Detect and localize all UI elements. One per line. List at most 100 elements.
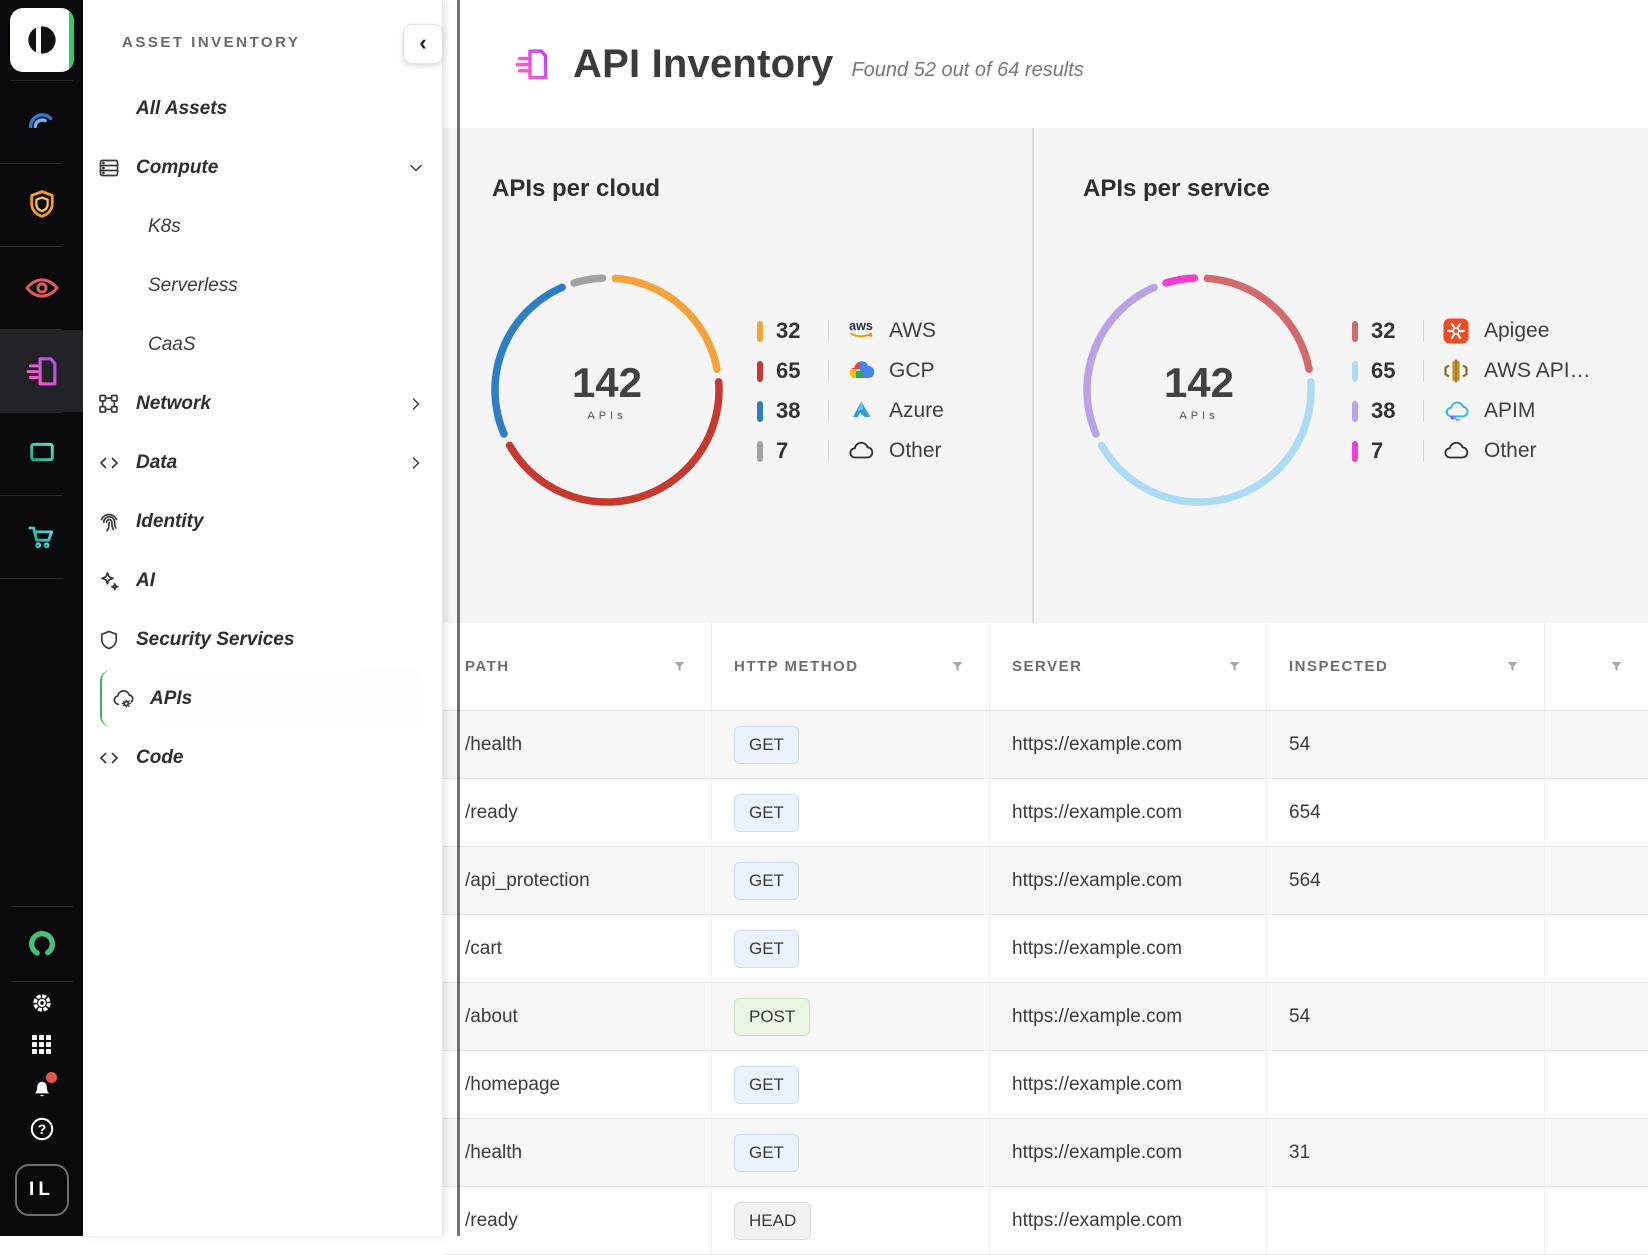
api-docs-icon[interactable] <box>0 330 83 412</box>
sidebar-item-label: Data <box>136 452 177 474</box>
http-method-badge: GET <box>734 1134 799 1172</box>
sidebar-item-label: Serverless <box>148 275 238 297</box>
empty-cell <box>1545 847 1648 914</box>
chevron-down-icon[interactable] <box>406 158 426 178</box>
empty-cell <box>1545 1051 1648 1118</box>
avatar[interactable]: IL <box>15 1164 69 1216</box>
sidebar-item-security-services[interactable]: Security Services <box>97 610 442 669</box>
svg-text:aws: aws <box>849 319 873 333</box>
shield-badge-icon[interactable] <box>0 164 83 246</box>
server-cell: https://example.com <box>990 915 1267 982</box>
donut-segment-azure <box>482 265 732 515</box>
sidebar-item-serverless[interactable]: Serverless <box>97 256 442 315</box>
table-row[interactable]: /api_protection GET https://example.com … <box>443 847 1648 915</box>
sidebar-item-label: Network <box>136 393 211 415</box>
code-icon <box>97 451 121 475</box>
table-row[interactable]: /ready HEAD https://example.com <box>443 1187 1648 1255</box>
table-row[interactable]: /ready GET https://example.com 654 <box>443 779 1648 847</box>
http-method-badge: GET <box>734 1066 799 1104</box>
sidebar-item-code[interactable]: Code <box>97 728 442 787</box>
cart-icon[interactable] <box>0 496 83 578</box>
inspected-cell: 564 <box>1267 847 1545 914</box>
network-icon <box>97 392 121 416</box>
legend-value: 65 <box>1371 358 1423 384</box>
method-cell: POST <box>712 983 990 1050</box>
empty-cell <box>1545 779 1648 846</box>
filter-funnel-icon[interactable] <box>1505 659 1520 674</box>
table-row[interactable]: /health GET https://example.com 31 <box>443 1119 1648 1187</box>
sidebar-item-apis[interactable]: APIs <box>100 670 424 727</box>
legend-item-other[interactable]: 7 Other <box>1352 438 1591 464</box>
legend-item-azure[interactable]: 38 Azure <box>757 398 944 424</box>
app-logo-glyph <box>22 20 62 60</box>
eye-icon[interactable] <box>0 247 83 329</box>
inspected-cell: 54 <box>1267 983 1545 1050</box>
table-row[interactable]: /homepage GET https://example.com <box>443 1051 1648 1119</box>
api-table: PATH HTTP METHOD SERVER INSPECTED /healt… <box>443 623 1648 1255</box>
legend-item-gcp[interactable]: 65 GCP <box>757 358 944 384</box>
legend-item-apim[interactable]: 38 APIM <box>1352 398 1591 424</box>
legend-divider <box>1423 440 1424 462</box>
inspected-cell: 54 <box>1267 711 1545 778</box>
sidebar-item-all-assets[interactable]: All Assets <box>97 79 442 138</box>
chevron-right-icon[interactable] <box>406 453 426 473</box>
sidebar-item-identity[interactable]: Identity <box>97 492 442 551</box>
column-label: INSPECTED <box>1289 658 1388 675</box>
legend-divider <box>828 400 829 422</box>
sidebar-item-data[interactable]: Data <box>97 433 442 492</box>
legend-item-other[interactable]: 7 Other <box>757 438 944 464</box>
http-method-badge: POST <box>734 998 810 1036</box>
sidebar-item-compute[interactable]: Compute <box>97 138 442 197</box>
chart-title: APIs per service <box>1083 175 1270 203</box>
sidebar-collapse-button[interactable]: ‹ <box>403 24 443 64</box>
chevron-right-icon[interactable] <box>406 394 426 414</box>
sidebar-item-k8s[interactable]: K8s <box>97 197 442 256</box>
filter-funnel-icon[interactable] <box>1227 659 1242 674</box>
legend-color-pill <box>757 321 763 342</box>
gcp-icon <box>846 356 876 386</box>
notifications-bell-icon[interactable] <box>0 1066 83 1108</box>
sidebar-item-caas[interactable]: CaaS <box>97 315 442 374</box>
legend-label: Other <box>889 439 942 463</box>
gear-icon[interactable] <box>0 982 83 1024</box>
filter-funnel-icon[interactable] <box>1609 659 1624 674</box>
donut-segment-aws <box>487 270 727 510</box>
apps-grid-icon[interactable] <box>0 1024 83 1066</box>
sparkles-icon <box>97 569 121 593</box>
legend-item-apigee[interactable]: 32 Apigee <box>1352 318 1591 344</box>
help-icon[interactable]: ? <box>0 1108 83 1150</box>
legend-divider <box>1423 400 1424 422</box>
table-row[interactable]: /about POST https://example.com 54 <box>443 983 1648 1051</box>
scrollbar[interactable] <box>457 0 460 1236</box>
sidebar-item-network[interactable]: Network <box>97 374 442 433</box>
filter-funnel-icon[interactable] <box>950 659 965 674</box>
results-count: Found 52 out of 64 results <box>851 59 1083 82</box>
http-method-badge: GET <box>734 862 799 900</box>
empty-cell <box>1545 915 1648 982</box>
legend-item-aws[interactable]: 32 aws AWS <box>757 318 944 344</box>
filter-funnel-icon[interactable] <box>672 659 687 674</box>
apim-icon <box>1441 396 1471 426</box>
legend-label: AWS API… <box>1484 359 1591 383</box>
legend-item-aws-api-[interactable]: 65 AWS API… <box>1352 358 1591 384</box>
http-method-badge: HEAD <box>734 1202 811 1240</box>
path-cell: /cart <box>443 915 712 982</box>
http-method-badge: GET <box>734 930 799 968</box>
code-icon <box>97 746 121 770</box>
ring-icon[interactable] <box>0 907 83 981</box>
inspected-cell <box>1267 1187 1545 1254</box>
gauge-icon[interactable] <box>0 81 83 163</box>
sidebar-item-ai[interactable]: AI <box>97 551 442 610</box>
sidebar-item-label: AI <box>136 570 155 592</box>
legend-color-pill <box>1352 441 1358 462</box>
legend-value: 32 <box>776 318 828 344</box>
donut-segment-apim <box>1074 265 1324 515</box>
legend-color-pill <box>757 361 763 382</box>
monitor-icon[interactable] <box>0 413 83 495</box>
app-logo[interactable] <box>10 8 74 72</box>
legend-label: Apigee <box>1484 319 1549 343</box>
table-row[interactable]: /health GET https://example.com 54 <box>443 711 1648 779</box>
legend-value: 32 <box>1371 318 1423 344</box>
table-row[interactable]: /cart GET https://example.com <box>443 915 1648 983</box>
column-label: HTTP METHOD <box>734 658 859 675</box>
